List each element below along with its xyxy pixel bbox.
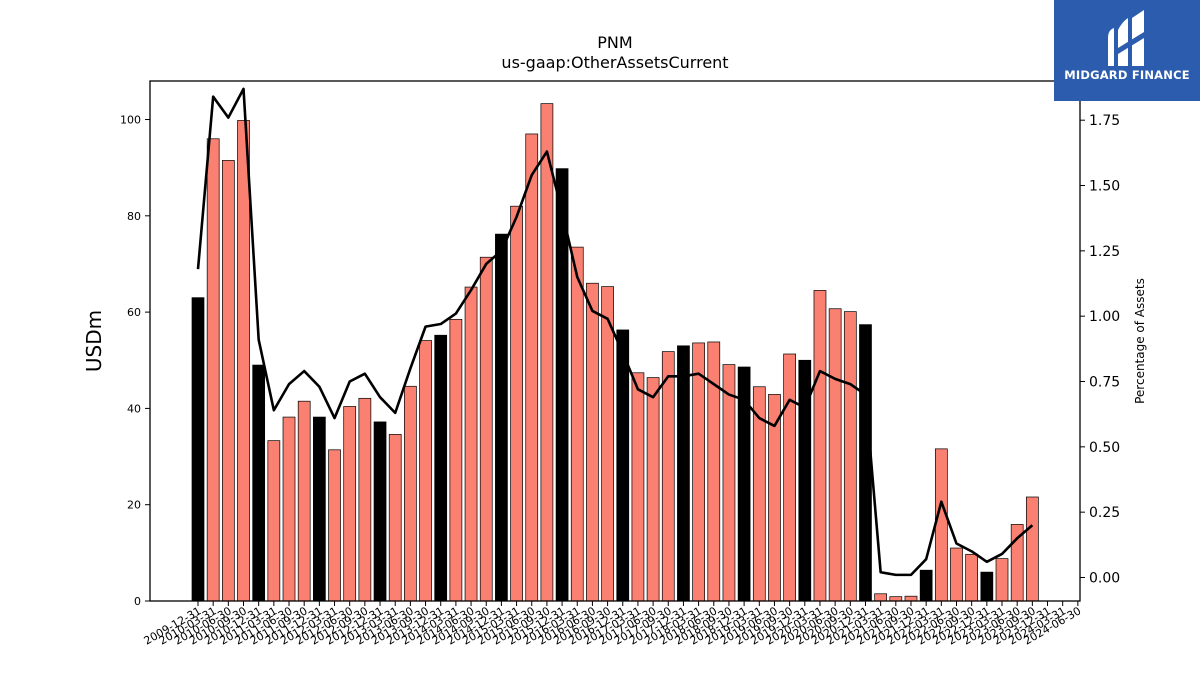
bar: [934, 448, 948, 602]
bar: [449, 318, 463, 602]
bar: [252, 364, 266, 602]
bar: [464, 286, 478, 602]
bar: [1025, 496, 1039, 602]
bar: [843, 311, 857, 602]
plot-frame: [149, 80, 1081, 602]
pct-line: [196, 87, 1034, 577]
bar: [737, 366, 751, 602]
bar: [995, 558, 1009, 602]
bar: [267, 440, 281, 602]
bar: [783, 353, 796, 602]
bar: [388, 434, 402, 602]
bar: [646, 377, 660, 602]
bar: [358, 397, 372, 602]
bar: [692, 342, 705, 602]
y-tick-label: 20: [127, 499, 141, 512]
bar: [661, 351, 675, 602]
bar: [510, 205, 523, 602]
bar: [980, 571, 994, 602]
bar: [434, 334, 448, 602]
bar: [586, 282, 599, 602]
chart-title: PNM: [597, 33, 632, 52]
bar: [859, 324, 872, 602]
bar: [282, 416, 296, 602]
bar: [570, 246, 584, 602]
bar: [237, 120, 250, 602]
y2-tick-label: 0.75: [1089, 375, 1120, 391]
y2-tick-label: 0.00: [1089, 570, 1120, 586]
bar: [313, 416, 326, 602]
bar: [677, 345, 690, 602]
logo-text: MIDGARD FINANCE: [1064, 68, 1190, 82]
y-axis-label: USDm: [82, 310, 106, 372]
y2-tick-label: 1.25: [1089, 244, 1120, 260]
brand-logo: MIDGARD FINANCE: [1054, 0, 1200, 101]
bar: [813, 290, 827, 602]
midgard-logo-icon: [1108, 10, 1144, 66]
bar: [540, 103, 554, 602]
bar: [616, 329, 630, 602]
bar: [343, 406, 357, 602]
bar: [495, 233, 508, 602]
bar: [191, 297, 205, 602]
bar: [297, 400, 311, 602]
bar: [525, 133, 539, 602]
y2-tick-label: 1.50: [1089, 179, 1120, 195]
bar: [404, 385, 417, 602]
bar: [631, 372, 645, 602]
y-tick-label: 80: [127, 210, 141, 223]
chart-subtitle: us-gaap:OtherAssetsCurrent: [501, 53, 728, 72]
bar: [904, 595, 918, 602]
y2-tick-label: 0.50: [1089, 440, 1120, 456]
y-tick-label: 0: [134, 595, 141, 608]
bar: [950, 547, 963, 602]
y2-tick-label: 1.75: [1089, 113, 1120, 129]
y2-axis-label: Percentage of Assets: [1133, 278, 1147, 404]
bar: [328, 449, 341, 602]
bar: [373, 421, 387, 602]
y-tick-label: 40: [127, 402, 141, 415]
bar: [221, 160, 235, 602]
bar: [206, 138, 220, 602]
bar: [874, 593, 888, 602]
bar: [419, 340, 432, 602]
y-tick-label: 60: [127, 306, 141, 319]
bar: [965, 553, 979, 602]
bar: [601, 286, 614, 602]
bar: [722, 364, 736, 602]
y-tick-label: 100: [120, 114, 141, 127]
bar: [479, 256, 493, 602]
y2-tick-label: 1.00: [1089, 309, 1120, 325]
bar: [919, 569, 933, 602]
y2-tick-label: 0.25: [1089, 505, 1120, 521]
bar: [828, 308, 842, 602]
